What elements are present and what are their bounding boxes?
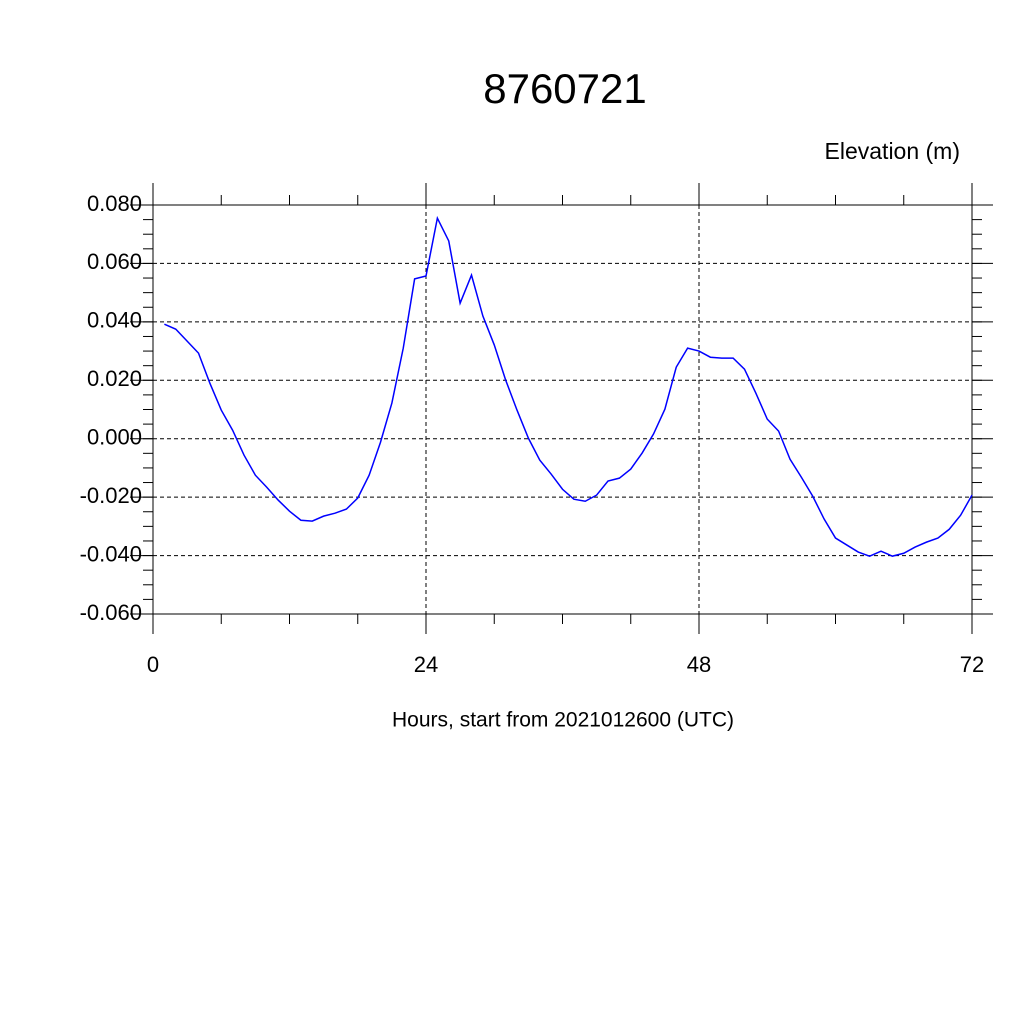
y-tick-label: 0.040 bbox=[87, 308, 142, 333]
x-tick-label: 48 bbox=[687, 652, 711, 677]
y-tick-label: 0.000 bbox=[87, 425, 142, 450]
chart-title: 8760721 bbox=[483, 65, 647, 112]
y-tick-label: 0.060 bbox=[87, 249, 142, 274]
plot-frame bbox=[152, 204, 973, 615]
y-tick-label: -0.040 bbox=[80, 541, 142, 566]
y-tick-label: -0.060 bbox=[80, 600, 142, 625]
y-tick-label: 0.020 bbox=[87, 366, 142, 391]
y-tick-label: 0.080 bbox=[87, 191, 142, 216]
x-axis-label: Hours, start from 2021012600 (UTC) bbox=[392, 709, 734, 732]
y-tick-label: -0.020 bbox=[80, 483, 142, 508]
x-tick-label: 0 bbox=[147, 652, 159, 677]
x-tick-label: 24 bbox=[414, 652, 438, 677]
chart-subtitle: Elevation (m) bbox=[825, 138, 960, 164]
data-line bbox=[164, 215, 973, 557]
x-tick-label: 72 bbox=[960, 652, 984, 677]
